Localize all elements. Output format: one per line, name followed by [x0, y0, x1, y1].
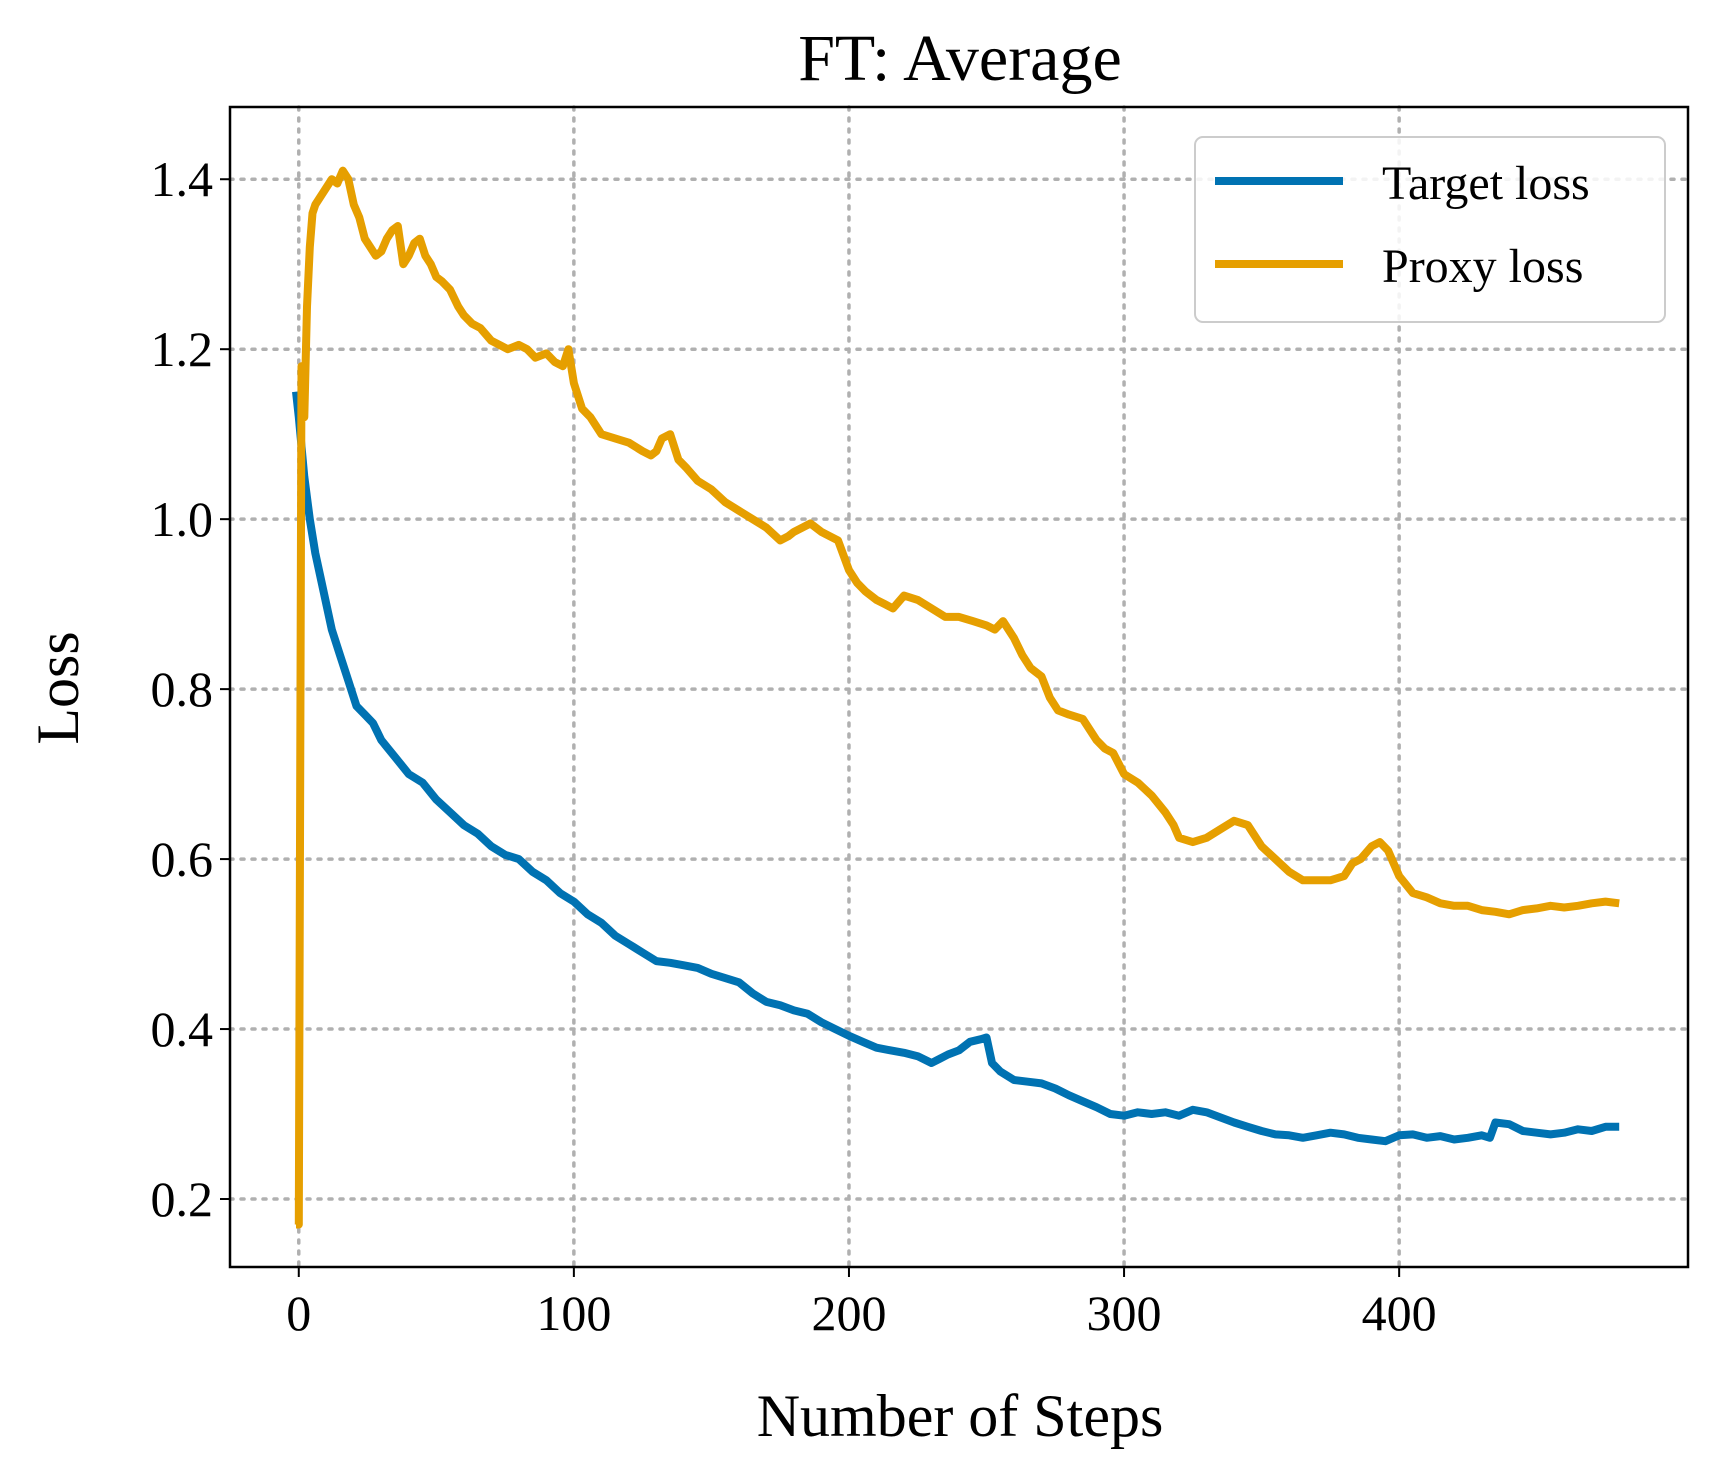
legend-label-proxy-loss: Proxy loss: [1382, 240, 1583, 293]
y-tick-label: 0.6: [151, 831, 214, 887]
y-tick-label: 0.2: [151, 1171, 214, 1227]
x-axis-ticks: 0 100 200 300 400: [286, 1267, 1437, 1341]
y-tick-label: 0.8: [151, 661, 214, 717]
plot-area-frame: [228, 105, 1690, 1269]
y-axis-label: Loss: [25, 631, 91, 744]
y-tick-label: 1.0: [151, 491, 214, 547]
y-tick-label: 1.2: [151, 321, 214, 377]
series-lines: [292, 166, 1620, 1229]
y-tick-label: 1.4: [151, 151, 214, 207]
x-tick-label: 300: [1087, 1285, 1162, 1341]
y-tick-label: 0.4: [151, 1001, 214, 1057]
legend: Target loss Proxy loss: [1194, 136, 1666, 323]
x-tick-label: 100: [536, 1285, 611, 1341]
series-line-proxy-loss: [294, 166, 1620, 1229]
legend-label-target-loss: Target loss: [1382, 157, 1590, 210]
chart-title: FT: Average: [798, 22, 1122, 95]
y-axis-ticks: 0.2 0.4 0.6 0.8 1.0 1.2 1.4: [151, 151, 230, 1227]
x-axis-label: Number of Steps: [757, 1383, 1164, 1449]
x-tick-label: 400: [1362, 1285, 1437, 1341]
x-tick-label: 0: [286, 1285, 311, 1341]
series-line-target-loss: [292, 391, 1620, 1146]
x-tick-label: 200: [811, 1285, 886, 1341]
